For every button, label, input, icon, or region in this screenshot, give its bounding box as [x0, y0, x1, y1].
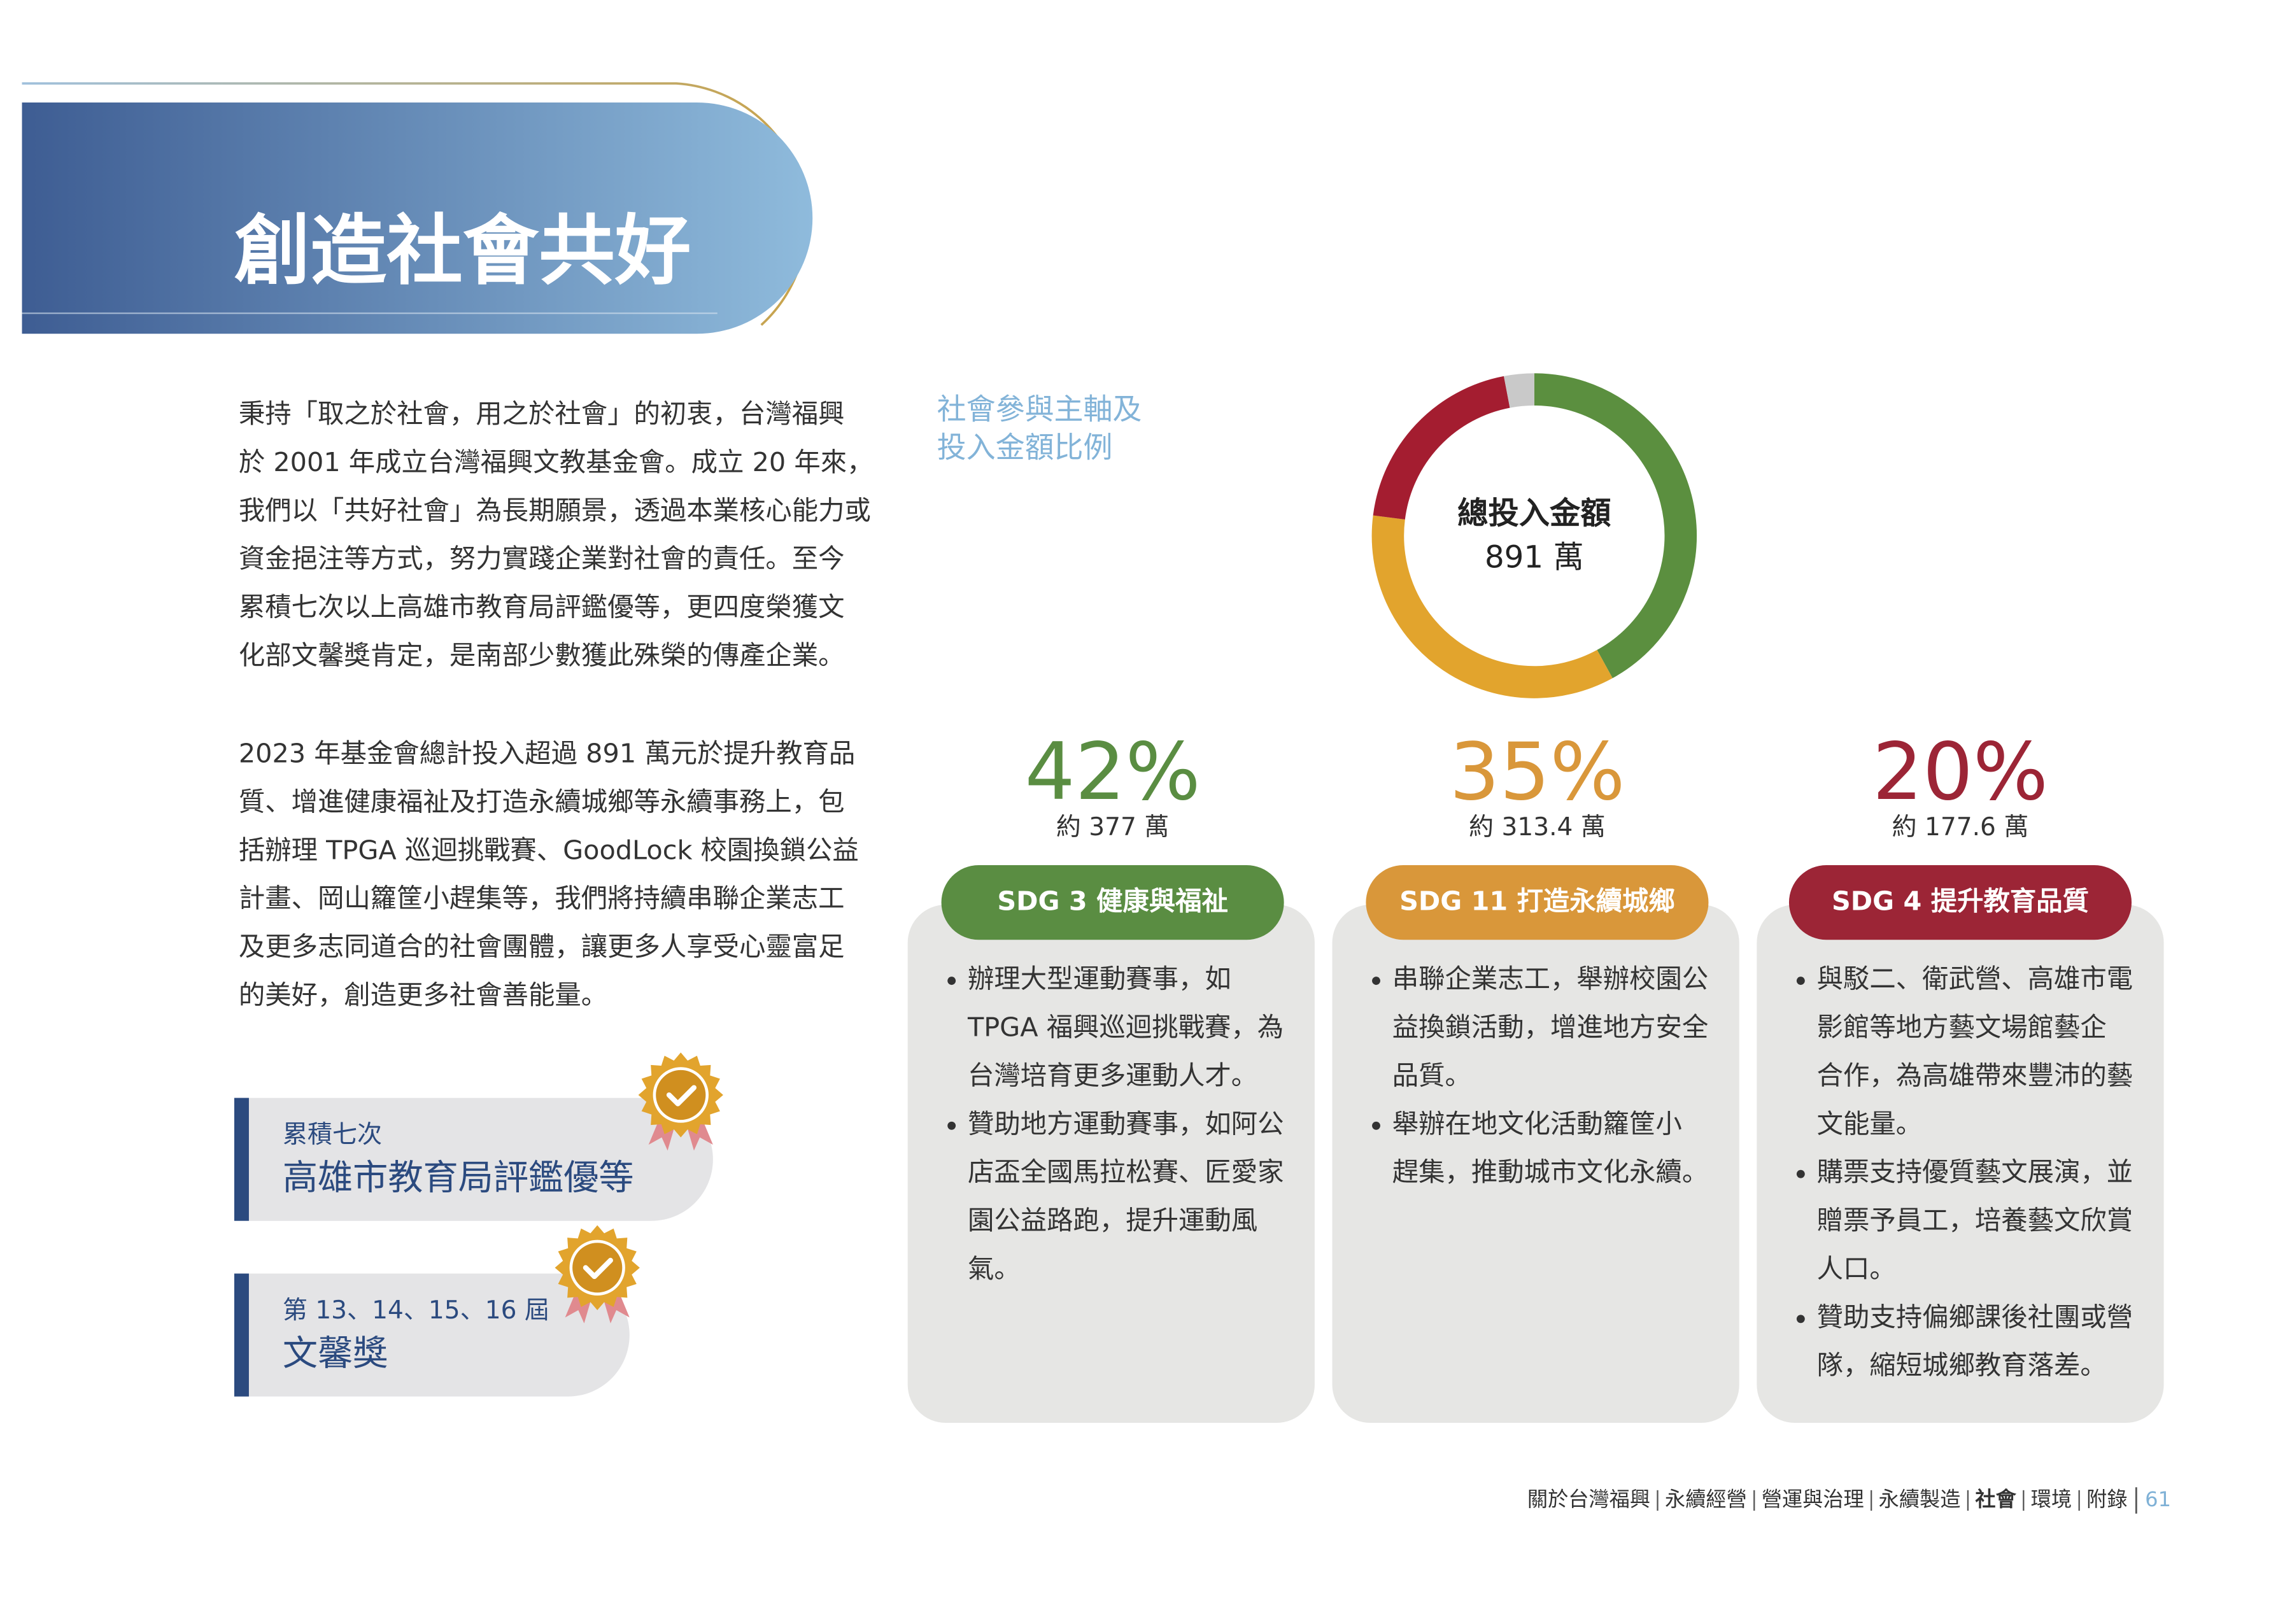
footer-nav-item[interactable]: 環境	[2031, 1487, 2072, 1511]
bullet-line: 隊，縮短城鄉教育落差。	[1817, 1350, 2107, 1381]
paragraph-line: 累積七次以上高雄市教育局評鑑優等，更四度榮獲文	[239, 592, 845, 623]
paragraph-line: 2023 年基金會總計投入超過 891 萬元於提升教育品	[239, 738, 855, 769]
donut-center-label: 總投入金額	[1457, 495, 1611, 531]
bullet-line: 品質。	[1392, 1060, 1471, 1091]
footer-nav-item[interactable]: 永續經營	[1665, 1487, 1747, 1511]
bullet	[947, 1121, 956, 1130]
bullet	[1372, 977, 1380, 985]
sdg-pill	[941, 865, 1284, 940]
bullet-line: 益換鎖活動，增進地方安全	[1392, 1012, 1709, 1043]
chart-title: 社會參與主軸及	[937, 392, 1142, 427]
award-large: 高雄市教育局評鑑優等	[283, 1157, 634, 1198]
paragraph-line: 的美好，創造更多社會善能量。	[239, 980, 607, 1010]
sdg-label: SDG 4 提升教育品質	[1832, 886, 2089, 917]
bullet-line: TPGA 福興巡迴挑戰賽，為	[967, 1012, 1284, 1043]
percent-label: 35%	[1449, 726, 1625, 818]
bullet-line: 台灣培育更多運動人才。	[968, 1060, 1257, 1091]
bullet	[947, 977, 956, 985]
bullet	[1796, 977, 1805, 985]
chart-title: 投入金額比例	[937, 430, 1113, 464]
donut-segment	[1371, 515, 1613, 698]
bullet-line: 串聯企業志工，舉辦校園公	[1392, 964, 1709, 994]
medal-face	[569, 1239, 625, 1296]
paragraph-line: 及更多志同道合的社會團體，讓更多人享受心靈富足	[239, 931, 845, 962]
amount-label: 約 177.6 萬	[1892, 813, 2029, 842]
paragraph-line: 括辦理 TPGA 巡迴挑戰賽、GoodLock 校園換鎖公益	[239, 835, 859, 865]
donut-segment	[1373, 376, 1510, 520]
paragraph-line: 化部文馨獎肯定，是南部少數獲此殊榮的傳產企業。	[239, 640, 845, 670]
paragraph-line: 於 2001 年成立台灣福興文教基金會。成立 20 年來，	[239, 447, 874, 477]
medal	[638, 1052, 723, 1151]
sdg-label: SDG 11 打造永續城鄉	[1399, 886, 1675, 917]
bullet-line: 店盃全國馬拉松賽、匠愛家	[968, 1157, 1284, 1187]
medal-check	[583, 1257, 613, 1280]
bullet-line: 合作，為高雄帶來豐沛的藝	[1817, 1060, 2133, 1091]
page-title: 創造社會共好	[234, 207, 691, 295]
bullet-line: 贊助支持偏鄉課後社團或營	[1817, 1302, 2133, 1332]
footer-nav-item[interactable]: 社會	[1975, 1487, 2016, 1511]
header-band	[22, 102, 813, 334]
bullet-line: 與駁二、衛武營、高雄市電	[1817, 964, 2133, 994]
bullet-line: 辦理大型運動賽事，如	[968, 964, 1231, 994]
bullet-line: 文能量。	[1817, 1108, 1923, 1139]
donut-segment	[1504, 373, 1535, 408]
donut-segment	[1534, 373, 1697, 679]
bullet-line: 購票支持優質藝文展演，並	[1817, 1157, 2133, 1187]
award-small: 第 13、14、15、16 屆	[283, 1296, 549, 1325]
award-box	[248, 1098, 713, 1221]
bullet-line: 人口。	[1817, 1253, 1896, 1284]
award-large: 文馨獎	[283, 1333, 388, 1374]
bullet-line: 趕集，推動城市文化永續。	[1392, 1157, 1709, 1187]
percent-label: 42%	[1025, 726, 1201, 818]
paragraph-line: 質、增進健康福祉及打造永續城鄉等永續事務上，包	[239, 786, 845, 817]
award-box	[248, 1273, 630, 1397]
paragraph-line: 計畫、岡山籮筐小趕集等，我們將持續串聯企業志工	[239, 883, 845, 914]
bullet-line: 贈票予員工，培養藝文欣賞	[1817, 1205, 2133, 1236]
paragraph-line: 秉持「取之於社會，用之於社會」的初衷，台灣福興	[239, 399, 845, 429]
medal-face	[653, 1067, 709, 1123]
award-bar	[234, 1273, 249, 1397]
bullet	[1796, 1315, 1805, 1324]
bullet-line: 氣。	[968, 1253, 1021, 1284]
sdg-pill	[1366, 865, 1709, 940]
bullet-line: 園公益路跑，提升運動風	[968, 1205, 1257, 1236]
footer-nav-item[interactable]: 營運與治理	[1762, 1487, 1864, 1511]
card	[1757, 905, 2164, 1423]
amount-label: 約 377 萬	[1056, 813, 1170, 842]
amount-label: 約 313.4 萬	[1469, 813, 1606, 842]
bullet-line: 影館等地方藝文場館藝企	[1817, 1012, 2107, 1043]
award-bar	[234, 1098, 249, 1221]
card	[1332, 905, 1739, 1423]
footer-nav-item[interactable]: 附錄	[2086, 1487, 2127, 1511]
medal	[555, 1225, 640, 1324]
award-small: 累積七次	[283, 1120, 382, 1149]
paragraph-line: 資金挹注等方式，努力實踐企業對社會的責任。至今	[239, 544, 845, 574]
bullet	[1796, 1169, 1805, 1178]
paragraph-line: 我們以「共好社會」為長期願景，透過本業核心能力或	[239, 495, 871, 526]
donut-center-value: 891 萬	[1485, 539, 1584, 575]
bullet	[1372, 1121, 1380, 1130]
sdg-pill	[1788, 865, 2132, 940]
bullet-line: 舉辦在地文化活動籮筐小	[1392, 1108, 1682, 1139]
medal-check	[666, 1085, 697, 1106]
sdg-label: SDG 3 健康與福祉	[997, 886, 1228, 917]
page-number: 61	[2145, 1487, 2171, 1511]
footer-nav-item[interactable]: 永續製造	[1879, 1487, 1961, 1511]
card	[907, 905, 1315, 1423]
percent-label: 20%	[1872, 726, 2048, 818]
footer-nav-item[interactable]: 關於台灣福興	[1527, 1487, 1650, 1511]
bullet-line: 贊助地方運動賽事，如阿公	[968, 1108, 1284, 1139]
